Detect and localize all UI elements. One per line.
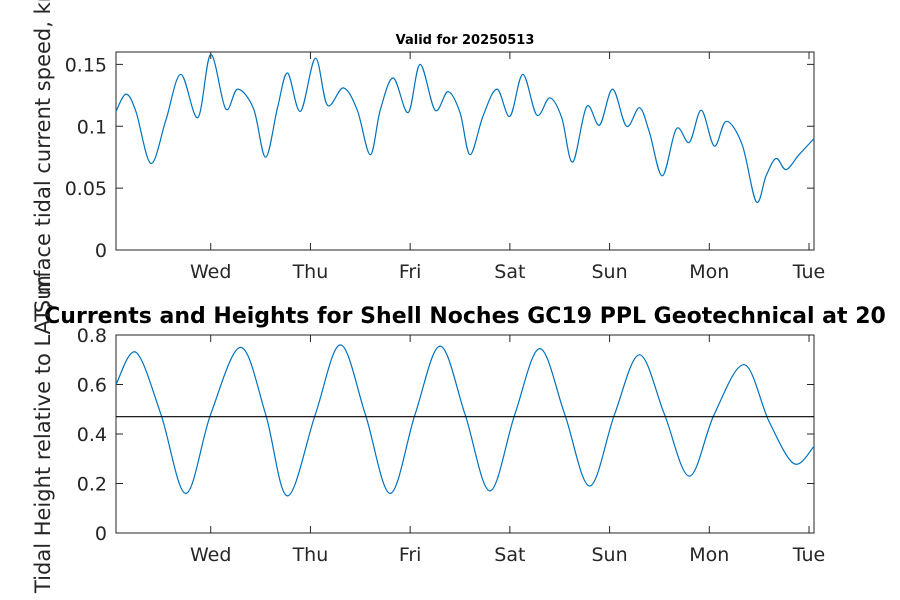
tidal-height-xtick-label: Sat bbox=[494, 544, 525, 566]
current-speed-ylabel: Surface tidal current speed, kn bbox=[31, 0, 55, 313]
tidal-height-plot-area bbox=[115, 334, 815, 534]
current-speed-xtick-label: Thu bbox=[292, 261, 329, 283]
current-speed-series-line bbox=[115, 53, 815, 203]
current-speed-xtick-label: Wed bbox=[190, 261, 231, 283]
current-speed-plot-area bbox=[115, 51, 815, 251]
current-speed-ticks: 0 0.05 0.1 0.15 Wed Thu Fri Sat Sun Mon Tue bbox=[65, 52, 825, 283]
current-speed-xtick-label: Sat bbox=[494, 261, 525, 283]
tidal-height-xtick-label: Sun bbox=[592, 544, 628, 566]
tidal-height-ytick-label: 0 bbox=[95, 523, 107, 545]
tidal-height-xtick-label: Tue bbox=[792, 544, 825, 566]
tidal-height-ticks: 0 0.2 0.4 0.6 0.8 Wed Thu Fri Sat Sun Mon Tue bbox=[77, 325, 825, 566]
tidal-height-ytick-label: 0.8 bbox=[77, 325, 107, 347]
tidal-height-ytick-label: 0.2 bbox=[77, 474, 107, 496]
current-speed-ytick-label: 0.15 bbox=[65, 54, 107, 76]
current-speed-xtick-label: Fri bbox=[399, 261, 422, 283]
tidal-height-ylabel: Tidal Height relative to LAT, m bbox=[31, 275, 55, 594]
current-speed-xtick-label: Tue bbox=[792, 261, 825, 283]
tidal-height-series-line bbox=[115, 344, 815, 497]
tidal-height-ytick-label: 0.6 bbox=[77, 375, 107, 397]
current-speed-title: Valid for 20250513 bbox=[396, 33, 535, 48]
current-speed-panel: Valid for 20250513 0 0.05 0.1 0.15 Wed Thu Fri… bbox=[65, 33, 826, 283]
current-speed-xtick-label: Sun bbox=[592, 261, 628, 283]
tidal-height-xtick-label: Fri bbox=[399, 544, 422, 566]
current-speed-xtick-label: Mon bbox=[689, 261, 729, 283]
current-speed-ytick-label: 0 bbox=[95, 240, 107, 262]
tidal-height-panel: 0 0.2 0.4 0.6 0.8 Wed Thu Fri Sat Sun Mon Tue bbox=[77, 325, 825, 566]
tidal-height-xtick-label: Wed bbox=[190, 544, 231, 566]
current-speed-ytick-label: 0.1 bbox=[77, 116, 107, 138]
main-title: Currents and Heights for Shell Noches GC… bbox=[44, 304, 886, 329]
tidal-height-ytick-label: 0.4 bbox=[77, 424, 107, 446]
tidal-height-xtick-label: Thu bbox=[292, 544, 329, 566]
current-speed-ytick-label: 0.05 bbox=[65, 178, 107, 200]
tidal-height-xtick-label: Mon bbox=[689, 544, 729, 566]
